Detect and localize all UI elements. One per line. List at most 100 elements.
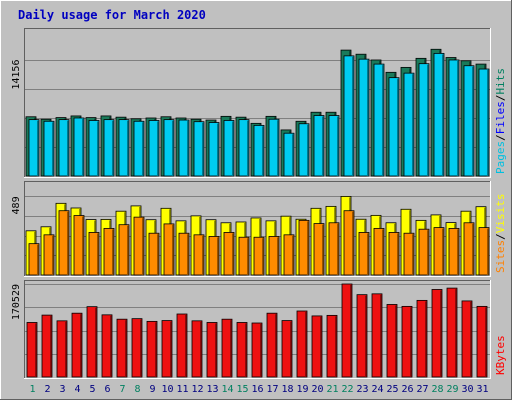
bar-shade bbox=[457, 229, 459, 275]
bar-kbytes-day-14 bbox=[221, 318, 233, 378]
x-tick-label-day-27: 27 bbox=[416, 384, 428, 395]
bar-shade bbox=[260, 324, 262, 377]
x-tick-label-day-24: 24 bbox=[371, 384, 383, 395]
bar-sites-day-17 bbox=[268, 236, 280, 276]
bar-shade bbox=[52, 235, 54, 275]
bar-sites-day-24 bbox=[373, 227, 385, 276]
bar-shade bbox=[50, 316, 52, 377]
bar-shade bbox=[232, 233, 234, 275]
bar-shade bbox=[470, 301, 472, 377]
legend-text: Sites/Visits bbox=[494, 194, 507, 274]
bar-kbytes-day-29 bbox=[446, 287, 458, 378]
bar-files-day-21 bbox=[328, 115, 340, 177]
bar-shade bbox=[472, 223, 474, 275]
bar-shade bbox=[142, 218, 144, 275]
panel-visits-sites: 489 Sites/Visits bbox=[11, 181, 507, 277]
bar-shade bbox=[322, 224, 324, 275]
x-tick-label-day-2: 2 bbox=[44, 384, 50, 395]
x-tick-label-day-30: 30 bbox=[461, 384, 473, 395]
bar-kbytes-day-5 bbox=[86, 306, 98, 378]
x-tick-label-day-4: 4 bbox=[74, 384, 80, 395]
x-tick-label-day-7: 7 bbox=[119, 384, 125, 395]
bar-shade bbox=[185, 315, 187, 377]
bar-kbytes-day-15 bbox=[236, 322, 248, 378]
panel-legend: Pages/Files/Hits bbox=[494, 68, 507, 174]
bar-sites-day-3 bbox=[58, 210, 70, 276]
bar-files-day-6 bbox=[103, 119, 115, 177]
bar-shade bbox=[442, 54, 444, 176]
x-tick-label-day-12: 12 bbox=[191, 384, 203, 395]
bar-shade bbox=[427, 64, 429, 176]
bar-sites-day-9 bbox=[148, 232, 160, 276]
bar-shade bbox=[455, 289, 457, 377]
bar-shade bbox=[157, 121, 159, 176]
bar-kbytes-day-31 bbox=[476, 305, 488, 378]
legend-pages: Pages bbox=[494, 141, 507, 174]
bar-files-day-13 bbox=[208, 122, 220, 177]
bar-shade bbox=[275, 314, 277, 377]
bar-shade bbox=[230, 320, 232, 377]
bar-shade bbox=[37, 120, 39, 176]
bar-sites-day-6 bbox=[103, 227, 115, 276]
x-tick-label-day-13: 13 bbox=[206, 384, 218, 395]
bar-shade bbox=[487, 70, 489, 176]
bar-shade bbox=[110, 315, 112, 377]
y-axis-max-label: 14156 bbox=[11, 60, 22, 90]
bar-sites-day-28 bbox=[433, 227, 445, 276]
bar-files-day-24 bbox=[373, 63, 385, 177]
bar-sites-day-20 bbox=[313, 223, 325, 276]
bar-sites-day-4 bbox=[73, 215, 85, 276]
bar-files-day-25 bbox=[388, 77, 400, 177]
bar-files-day-15 bbox=[238, 119, 250, 177]
bar-shade bbox=[487, 228, 489, 275]
bar-shade bbox=[397, 233, 399, 275]
bar-shade bbox=[320, 316, 322, 377]
bar-files-day-9 bbox=[148, 120, 160, 177]
bar-kbytes-day-23 bbox=[356, 294, 368, 378]
bar-shade bbox=[217, 237, 219, 275]
bar-shade bbox=[172, 224, 174, 275]
bar-shade bbox=[457, 60, 459, 176]
x-tick-label-day-19: 19 bbox=[296, 384, 308, 395]
bar-files-day-23 bbox=[358, 58, 370, 177]
legend-separator: / bbox=[494, 233, 507, 240]
bar-sites-day-22 bbox=[343, 210, 355, 276]
bar-shade bbox=[232, 121, 234, 176]
bar-shade bbox=[427, 230, 429, 275]
bar-kbytes-day-1 bbox=[26, 322, 38, 378]
bar-shade bbox=[82, 216, 84, 275]
bar-kbytes-day-4 bbox=[71, 312, 83, 378]
bar-shade bbox=[485, 307, 487, 377]
x-tick-label-day-6: 6 bbox=[104, 384, 110, 395]
legend-text: KBytes bbox=[494, 335, 507, 375]
bar-shade bbox=[95, 307, 97, 377]
bar-shade bbox=[172, 120, 174, 176]
legend-text: Pages/Files/Hits bbox=[494, 68, 507, 174]
bar-shade bbox=[65, 321, 67, 377]
bar-shade bbox=[125, 320, 127, 377]
x-tick-label-day-17: 17 bbox=[266, 384, 278, 395]
bar-kbytes-day-6 bbox=[101, 314, 113, 378]
bar-shade bbox=[397, 78, 399, 176]
bar-kbytes-day-17 bbox=[266, 312, 278, 378]
bar-files-day-5 bbox=[88, 120, 100, 177]
bar-shade bbox=[380, 294, 382, 377]
bar-shade bbox=[187, 234, 189, 275]
bar-shade bbox=[82, 118, 84, 176]
bar-sites-day-26 bbox=[403, 232, 415, 276]
bar-files-day-1 bbox=[28, 119, 40, 177]
bar-files-day-26 bbox=[403, 72, 415, 177]
x-tick-label-day-5: 5 bbox=[89, 384, 95, 395]
x-tick-label-day-1: 1 bbox=[29, 384, 35, 395]
bar-kbytes-day-7 bbox=[116, 318, 128, 378]
bar-sites-day-21 bbox=[328, 222, 340, 276]
bar-shade bbox=[127, 120, 129, 176]
bar-shade bbox=[35, 323, 37, 377]
bar-files-day-19 bbox=[298, 123, 310, 177]
bar-files-day-28 bbox=[433, 52, 445, 177]
x-tick-label-day-29: 29 bbox=[446, 384, 458, 395]
bar-sites-day-13 bbox=[208, 236, 220, 276]
bar-shade bbox=[472, 66, 474, 176]
bar-kbytes-day-22 bbox=[341, 283, 353, 378]
bar-shade bbox=[97, 121, 99, 176]
